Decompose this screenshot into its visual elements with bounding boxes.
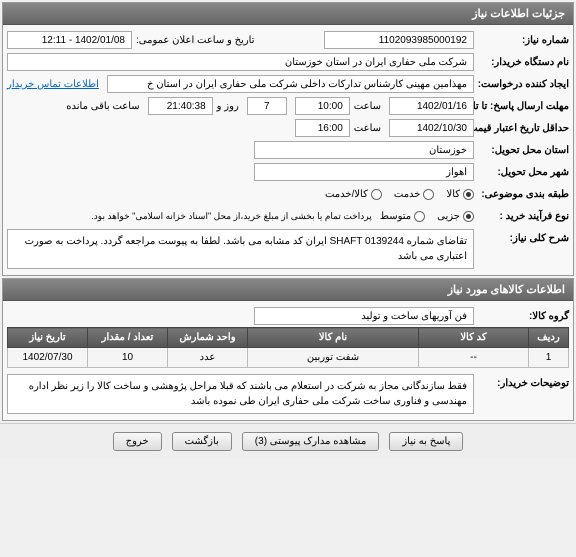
- city-value: اهواز: [254, 163, 474, 181]
- deadline-label: مهلت ارسال پاسخ: تا تاریخ:: [474, 101, 569, 112]
- items-table: ردیف کد کالا نام کالا واحد شمارش تعداد /…: [7, 327, 569, 368]
- th-qty: تعداد / مقدار: [88, 328, 168, 348]
- table-row[interactable]: 1 -- شفت توربین عدد 10 1402/07/30: [8, 348, 569, 368]
- cell-qty: 10: [88, 348, 168, 368]
- pay-note: پرداخت تمام یا بخشی از مبلغ خرید،از محل …: [87, 211, 371, 222]
- city-label: شهر محل تحویل:: [474, 167, 569, 178]
- valid-label: حداقل تاریخ اعتبار قیمت: تا تاریخ:: [474, 123, 569, 134]
- radio-jozee[interactable]: جزیی: [437, 211, 474, 222]
- th-unit: واحد شمارش: [168, 328, 248, 348]
- remain-label: ساعت باقی مانده: [62, 101, 139, 112]
- th-code: کد کالا: [419, 328, 529, 348]
- group-value: فن آوریهای ساخت و تولید: [254, 307, 474, 325]
- panel1-body: شماره نیاز: 1102093985000192 تاریخ و ساع…: [3, 25, 573, 275]
- attachments-button[interactable]: مشاهده مدارک پیوستی (3): [242, 432, 380, 451]
- th-date: تاریخ نیاز: [8, 328, 88, 348]
- group-label: گروه کالا:: [474, 311, 569, 322]
- province-label: استان محل تحویل:: [474, 145, 569, 156]
- radio-khadamat-label: خدمت: [394, 189, 421, 200]
- th-row: ردیف: [529, 328, 569, 348]
- radio-motevaset-label: متوسط: [380, 211, 411, 222]
- th-name: نام کالا: [248, 328, 419, 348]
- radio-dot-icon: [423, 189, 434, 200]
- radio-khadamat[interactable]: خدمت: [394, 189, 435, 200]
- need-details-panel: جزئیات اطلاعات نیاز شماره نیاز: 11020939…: [2, 2, 574, 276]
- radio-kala[interactable]: کالا: [446, 189, 474, 200]
- buyer-notes-label: توضیحات خریدار:: [474, 374, 569, 389]
- province-value: خوزستان: [254, 141, 474, 159]
- buyer-notes-text: فقط سازندگانی مجاز به شرکت در استعلام می…: [7, 374, 474, 414]
- back-button[interactable]: بازگشت: [172, 432, 232, 451]
- buyer-org-label: نام دستگاه خریدار:: [474, 57, 569, 68]
- valid-date: 1402/10/30: [389, 119, 474, 137]
- deadline-time: 10:00: [295, 97, 350, 115]
- radio-kala-khadamat-label: کالا/خدمت: [325, 189, 368, 200]
- radio-dot-icon: [414, 211, 425, 222]
- creator-value: مهذامین مهینی کارشناس تدارکات داخلی شرکت…: [107, 75, 474, 93]
- valid-time: 16:00: [295, 119, 350, 137]
- respond-button[interactable]: پاسخ به نیاز: [389, 432, 463, 451]
- category-radio-group: کالا خدمت کالا/خدمت: [325, 189, 474, 200]
- panel2-body: گروه کالا: فن آوریهای ساخت و تولید ردیف …: [3, 301, 573, 420]
- need-no-value: 1102093985000192: [324, 31, 474, 49]
- cell-name: شفت توربین: [248, 348, 419, 368]
- buyer-org-value: شرکت ملی حفاری ایران در استان خوزستان: [7, 53, 474, 71]
- radio-motevaset[interactable]: متوسط: [380, 211, 425, 222]
- buy-type-label: نوع فرآیند خرید :: [474, 211, 569, 222]
- radio-dot-icon: [463, 189, 474, 200]
- remain-time: 21:40:38: [148, 97, 213, 115]
- rooz-va-label: روز و: [213, 101, 239, 112]
- cell-date: 1402/07/30: [8, 348, 88, 368]
- need-no-label: شماره نیاز:: [474, 35, 569, 46]
- category-label: طبقه بندی موضوعی:: [474, 189, 569, 200]
- radio-dot-icon: [463, 211, 474, 222]
- saat-label-2: ساعت: [350, 123, 381, 134]
- radio-kala-khadamat[interactable]: کالا/خدمت: [325, 189, 382, 200]
- radio-kala-label: کالا: [446, 189, 460, 200]
- panel2-header: اطلاعات کالاهای مورد نیاز: [3, 279, 573, 301]
- days-value: 7: [247, 97, 287, 115]
- radio-jozee-label: جزیی: [437, 211, 460, 222]
- creator-label: ایجاد کننده درخواست:: [474, 79, 569, 90]
- exit-button[interactable]: خروج: [113, 432, 162, 451]
- radio-dot-icon: [371, 189, 382, 200]
- cell-code: --: [419, 348, 529, 368]
- contact-link[interactable]: اطلاعات تماس خریدار: [7, 79, 99, 90]
- cell-unit: عدد: [168, 348, 248, 368]
- table-header-row: ردیف کد کالا نام کالا واحد شمارش تعداد /…: [8, 328, 569, 348]
- cell-row: 1: [529, 348, 569, 368]
- panel1-header: جزئیات اطلاعات نیاز: [3, 3, 573, 25]
- desc-text: تقاضای شماره SHAFT 0139244 ایران کد مشاب…: [7, 229, 474, 269]
- desc-label: شرح کلی نیاز:: [474, 229, 569, 244]
- saat-label-1: ساعت: [350, 101, 381, 112]
- deadline-date: 1402/01/16: [389, 97, 474, 115]
- announce-label: تاریخ و ساعت اعلان عمومی:: [132, 35, 255, 46]
- announce-value: 1402/01/08 - 12:11: [7, 31, 132, 49]
- button-bar: پاسخ به نیاز مشاهده مدارک پیوستی (3) باز…: [0, 423, 576, 459]
- buy-type-radio-group: جزیی متوسط: [380, 211, 474, 222]
- items-panel: اطلاعات کالاهای مورد نیاز گروه کالا: فن …: [2, 278, 574, 421]
